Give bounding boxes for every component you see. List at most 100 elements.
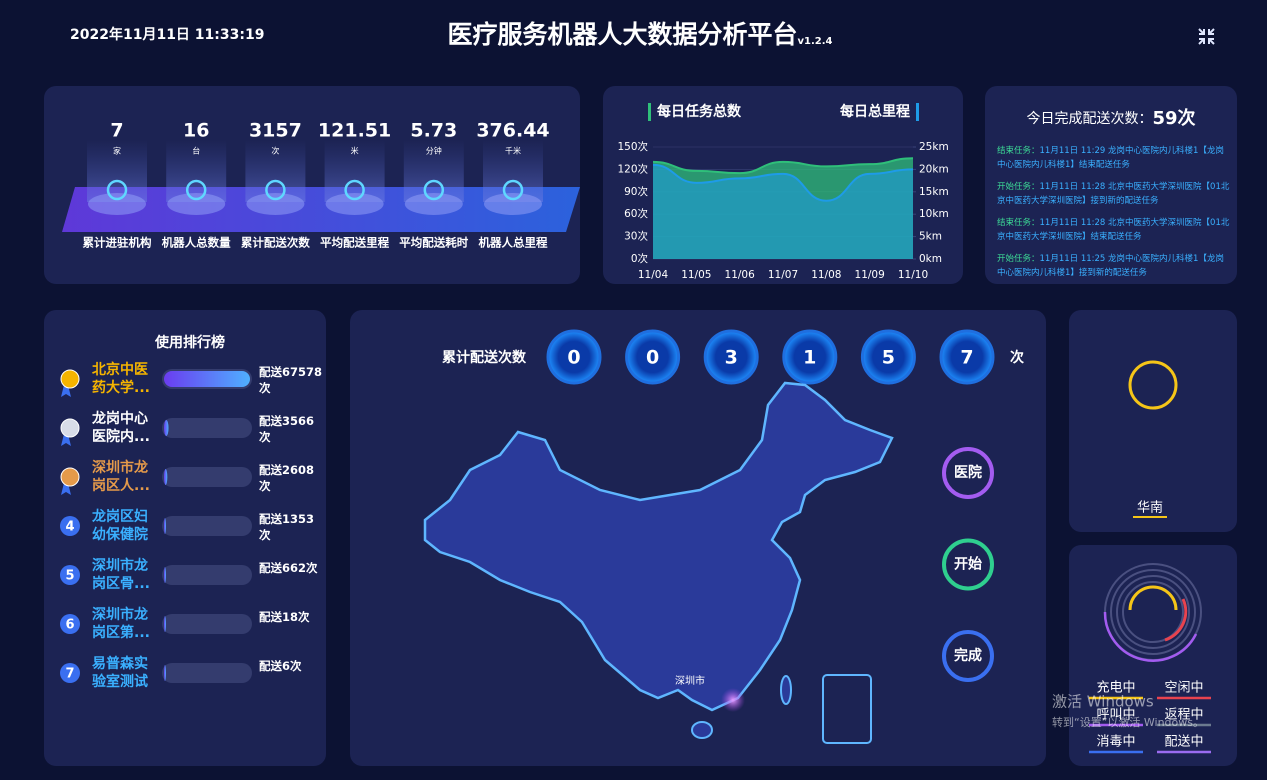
title-text: 医疗服务机器人大数据分析平台	[447, 20, 797, 49]
status-label: 消毒中	[1096, 735, 1135, 750]
stat-value: 376.44	[476, 120, 549, 142]
y2-tick-label: 10km	[919, 208, 949, 220]
legend-label: 每日总里程	[840, 103, 910, 120]
stat-value: 121.51	[318, 120, 391, 142]
log-title: 今日完成配送次数：59次	[1026, 107, 1195, 129]
stat-unit: 次	[271, 146, 279, 156]
map-button[interactable]	[942, 630, 994, 682]
y-tick-label: 0次	[631, 252, 649, 265]
x-tick-label: 11/08	[811, 269, 841, 281]
region-label: 华南	[1137, 500, 1163, 516]
stat-value: 7	[110, 120, 123, 142]
map-button[interactable]	[942, 447, 994, 499]
log-tag: 结束任务：	[997, 218, 1040, 228]
digit: 0	[646, 347, 659, 369]
rank-number: 4	[65, 520, 74, 535]
glow-column	[403, 140, 464, 202]
pedestal	[404, 193, 463, 215]
medal	[60, 369, 80, 389]
region-ring	[1128, 360, 1178, 410]
log-tag: 开始任务：	[997, 254, 1040, 264]
log-text: 11月11日 11:25 龙岗中心医院内儿科楼1【龙岗中心医院内儿科楼1】接到新…	[997, 254, 1224, 278]
status-arc	[1128, 585, 1178, 611]
stat-icon	[265, 179, 286, 201]
status-label: 充电中	[1096, 680, 1135, 696]
log-tag: 结束任务：	[997, 146, 1040, 156]
glow-column	[87, 140, 147, 202]
bar	[164, 616, 166, 632]
digit: 7	[960, 347, 973, 369]
ranking-name: 深圳市龙岗区第...	[92, 607, 150, 641]
pedestal	[167, 193, 226, 215]
bar-track	[162, 516, 252, 536]
status-label: 空闲中	[1164, 681, 1203, 696]
status-label: 呼叫中	[1096, 708, 1135, 723]
stat-icon	[423, 179, 445, 201]
map-button-label: 完成	[954, 647, 982, 664]
glow-column	[245, 140, 306, 202]
digit-bubble	[625, 329, 681, 385]
x-tick-label: 11/09	[855, 269, 885, 281]
stat-label: 机器人总里程	[479, 236, 548, 250]
hainan	[691, 721, 713, 739]
stat-label: 机器人总数量	[162, 236, 231, 250]
stat-label: 平均配送里程	[320, 236, 389, 250]
bar-track	[162, 467, 252, 487]
x-tick-label: 11/05	[681, 269, 711, 281]
watermark: 激活 Windows	[1052, 693, 1154, 711]
medal	[60, 467, 80, 487]
pedestal	[484, 193, 542, 215]
ranking-name: 深圳市龙岗区骨...	[92, 558, 150, 592]
ranking-count: 配送662次	[259, 561, 318, 575]
pedestal	[246, 193, 305, 215]
legend-swatch	[648, 103, 651, 121]
digit-bubble	[939, 329, 995, 385]
south-sea-box	[822, 674, 872, 744]
panel	[985, 86, 1237, 284]
bar	[164, 665, 166, 681]
watermark: 转到“设置”以激活 Windows。	[1052, 715, 1204, 729]
counter-unit: 次	[1010, 349, 1024, 366]
status-label: 返程中	[1164, 708, 1203, 723]
ranking-title: 使用排行榜	[154, 334, 225, 351]
digit: 0	[567, 347, 580, 369]
stat-icon	[502, 179, 524, 201]
series-line	[652, 163, 914, 202]
x-tick-label: 11/04	[638, 269, 669, 281]
y-tick-label: 120次	[617, 162, 648, 175]
log-text: 11月11日 11:29 龙岗中心医院内儿科楼1【龙岗中心医院内儿科楼1】结束配…	[997, 146, 1224, 170]
stat-icon	[106, 179, 128, 201]
map-button[interactable]	[942, 538, 994, 591]
map-button-label: 开始	[954, 556, 982, 573]
bar-track	[162, 418, 252, 438]
rank-badge	[60, 663, 80, 683]
ranking-count: 配送2608次	[259, 463, 315, 493]
stat-value: 3157	[249, 120, 302, 142]
pedestal	[88, 193, 146, 215]
y2-tick-label: 15km	[919, 186, 949, 198]
bar	[164, 371, 250, 387]
ranking-count: 配送18次	[259, 610, 310, 624]
digit: 5	[882, 347, 895, 369]
stat-value: 16	[183, 120, 209, 142]
ranking-name: 深圳市龙岗区人...	[92, 460, 150, 494]
status-label: 配送中	[1164, 735, 1203, 750]
stat-label: 累计配送次数	[241, 236, 310, 250]
datetime: 2022年11月11日 11:33:19	[70, 26, 264, 43]
log-tag: 开始任务：	[997, 182, 1040, 192]
x-tick-label: 11/07	[768, 269, 798, 281]
fullscreen-icon[interactable]	[1198, 28, 1215, 45]
bar-track	[162, 614, 252, 634]
city-spot	[721, 688, 745, 712]
rank-badge	[60, 516, 80, 536]
glow-column	[166, 140, 227, 202]
legend-swatch	[916, 103, 919, 121]
panel	[1069, 310, 1237, 532]
log-text: 11月11日 11:28 北京中医药大学深圳医院【01北京中医药大学深圳医院】结…	[997, 218, 1230, 242]
stat-unit: 分钟	[426, 146, 442, 156]
y2-tick-label: 25km	[919, 141, 949, 153]
status-arc	[1103, 611, 1198, 662]
glow-column	[324, 140, 385, 202]
stat-icon	[185, 179, 207, 201]
